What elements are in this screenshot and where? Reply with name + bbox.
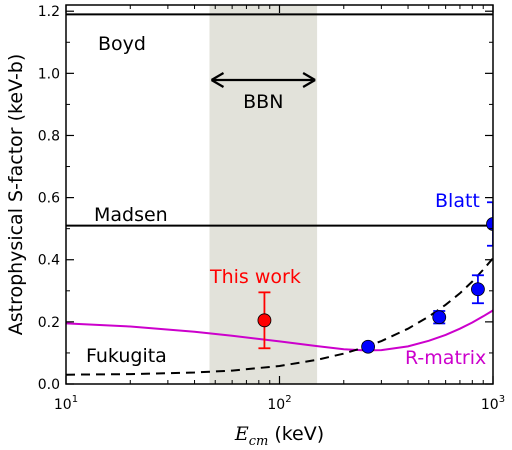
bbn-band	[209, 5, 318, 384]
x-tick-label: 102	[267, 394, 291, 413]
plot-area	[66, 5, 493, 384]
y-tick-label: 0.2	[38, 315, 60, 331]
y-tick-label: 0.6	[38, 191, 60, 207]
y-tick-label: 0.4	[38, 253, 60, 269]
x-axis-label-unit: (keV)	[274, 423, 324, 445]
blatt-point	[432, 310, 447, 325]
bbn-arrow-left-head	[210, 72, 225, 88]
fukugita-label: Fukugita	[86, 345, 167, 367]
x-axis-label-symbol: E	[234, 423, 249, 445]
bbn-label: BBN	[243, 91, 283, 113]
axes: 101 102 103 0.0 0.2 0.4 0.6 0.8 1.0 1.2	[38, 4, 505, 413]
this-work-point	[257, 313, 272, 328]
r-matrix-label: R-matrix	[405, 347, 486, 369]
x-tick-label: 101	[54, 394, 78, 413]
x-axis-label: Ecm (keV)	[234, 423, 324, 449]
blatt-point	[471, 282, 485, 297]
blatt-point	[486, 217, 493, 231]
x-axis-label-subscript: cm	[249, 434, 269, 449]
madsen-label: Madsen	[94, 204, 168, 226]
boyd-label: Boyd	[98, 33, 146, 55]
y-tick-label: 1.2	[38, 4, 60, 20]
this-work-label: This work	[209, 266, 301, 288]
y-tick-label: 0.8	[38, 128, 60, 144]
y-tick-label: 0.0	[38, 377, 60, 393]
blatt-point	[361, 339, 375, 354]
y-axis-label: Astrophysical S-factor (keV-b)	[5, 54, 27, 336]
bbn-arrow-right-head	[302, 72, 316, 88]
x-tick-label: 103	[481, 394, 505, 413]
y-tick-label: 1.0	[38, 66, 60, 82]
blatt-label: Blatt	[435, 190, 480, 212]
